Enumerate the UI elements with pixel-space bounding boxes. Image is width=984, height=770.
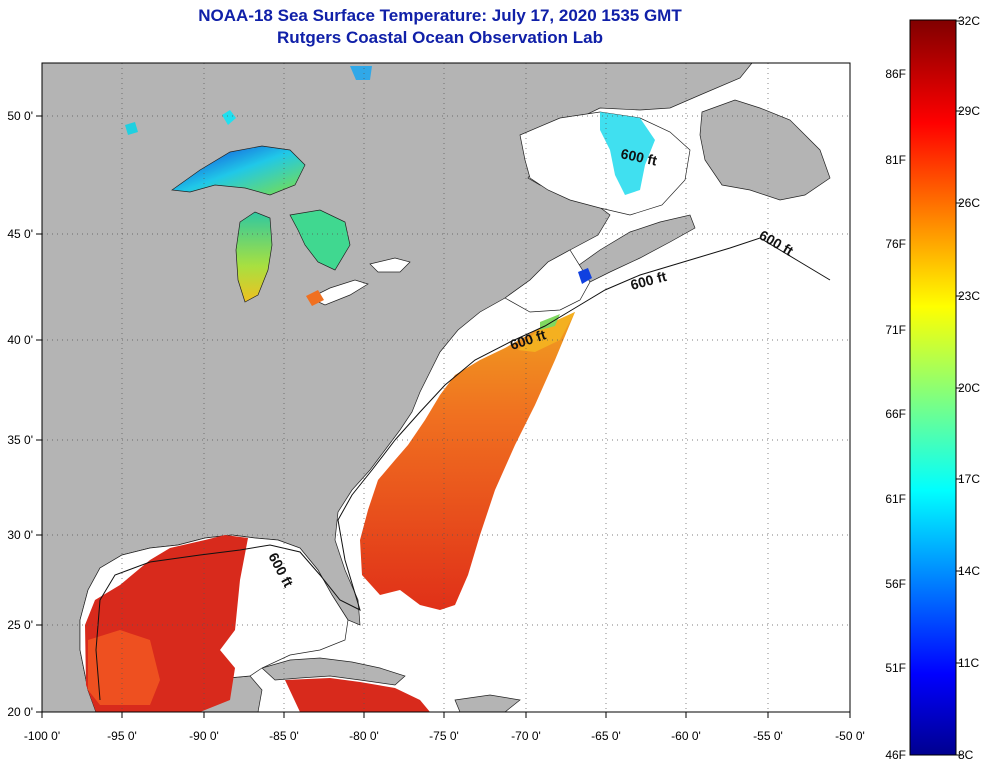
colorbar-fahrenheit-label: 81F	[885, 153, 906, 167]
lat-tick-label: 25 0'	[7, 618, 33, 632]
land-nova-scotia	[571, 214, 696, 283]
map-subtitle: Rutgers Coastal Ocean Observation Lab	[277, 28, 603, 47]
sst-gulf-west	[88, 630, 160, 705]
lake-st-clair	[125, 122, 138, 135]
sst-cold-spot	[578, 268, 592, 284]
sst-atlantic-swath	[360, 312, 575, 610]
colorbar-celsius-label: 29C	[958, 104, 980, 118]
isobath-600ft-south	[95, 439, 396, 701]
lake-erie-sst	[306, 290, 324, 306]
colorbar-fahrenheit-label: 86F	[885, 67, 906, 81]
colorbar-celsius-label: 23C	[958, 289, 980, 303]
contour-label: 600 ft	[619, 145, 658, 168]
lon-tick-label: -85 0'	[269, 729, 299, 743]
graticule	[42, 63, 850, 712]
lon-axis: -100 0' -95 0' -90 0' -85 0' -80 0' -75 0' -70…	[24, 712, 865, 743]
lon-tick-label: -100 0'	[24, 729, 60, 743]
lake-michigan	[235, 211, 273, 303]
lake-superior	[171, 145, 306, 196]
lat-tick-label: 20 0'	[7, 705, 33, 719]
map-title: NOAA-18 Sea Surface Temperature: July 17…	[198, 6, 682, 25]
lat-tick-label: 45 0'	[7, 227, 33, 241]
lon-tick-label: -60 0'	[671, 729, 701, 743]
land-hispaniola	[454, 694, 521, 712]
colorbar-fahrenheit-label: 46F	[885, 748, 906, 762]
lon-tick-label: -95 0'	[107, 729, 137, 743]
colorbar	[909, 19, 957, 756]
lon-tick-label: -50 0'	[835, 729, 865, 743]
lat-tick-label: 40 0'	[7, 333, 33, 347]
land-newfoundland	[699, 99, 831, 201]
lon-tick-label: -70 0'	[511, 729, 541, 743]
colorbar-celsius-labels: 32C 29C 26C 23C 20C 17C 14C 11C 8C	[956, 14, 980, 762]
lat-tick-label: 50 0'	[7, 109, 33, 123]
lake-erie	[309, 279, 369, 306]
colorbar-fahrenheit-label: 71F	[885, 323, 906, 337]
lon-tick-label: -75 0'	[429, 729, 459, 743]
gulf-of-maine	[504, 249, 591, 313]
land-cuba	[261, 657, 406, 686]
lat-axis: 50 0' 45 0' 40 0' 35 0' 30 0' 25 0' 20 0'	[7, 109, 42, 719]
sst-swath-north	[518, 312, 575, 352]
colorbar-fahrenheit-label: 76F	[885, 237, 906, 251]
lake-ontario	[369, 257, 411, 273]
map-border	[41, 62, 851, 713]
lon-tick-label: -65 0'	[591, 729, 621, 743]
lon-tick-label: -90 0'	[189, 729, 219, 743]
colorbar-celsius-label: 8C	[958, 748, 974, 762]
lat-tick-label: 35 0'	[7, 433, 33, 447]
lat-tick-label: 30 0'	[7, 528, 33, 542]
sst-gulf-st-lawrence	[600, 112, 655, 195]
colorbar-fahrenheit-label: 61F	[885, 492, 906, 506]
lon-tick-label: -80 0'	[349, 729, 379, 743]
colorbar-celsius-label: 17C	[958, 472, 980, 486]
lake-huron	[289, 209, 351, 271]
colorbar-fahrenheit-label: 51F	[885, 661, 906, 675]
colorbar-celsius-label: 20C	[958, 381, 980, 395]
colorbar-celsius-label: 11C	[958, 656, 979, 670]
isobath-600ft	[394, 237, 831, 441]
colorbar-fahrenheit-label: 56F	[885, 577, 906, 591]
lon-tick-label: -55 0'	[753, 729, 783, 743]
lake-nipigon	[222, 110, 236, 125]
colorbar-fahrenheit-label: 66F	[885, 407, 906, 421]
colorbar-celsius-label: 26C	[958, 196, 980, 210]
colorbar-fahrenheit-labels: 86F 81F 76F 71F 66F 61F 56F 51F 46F	[885, 67, 906, 762]
colorbar-celsius-label: 14C	[958, 564, 980, 578]
colorbar-celsius-label: 32C	[958, 14, 980, 28]
hudson-bay-patch	[350, 66, 372, 80]
sst-caribbean	[285, 678, 430, 712]
